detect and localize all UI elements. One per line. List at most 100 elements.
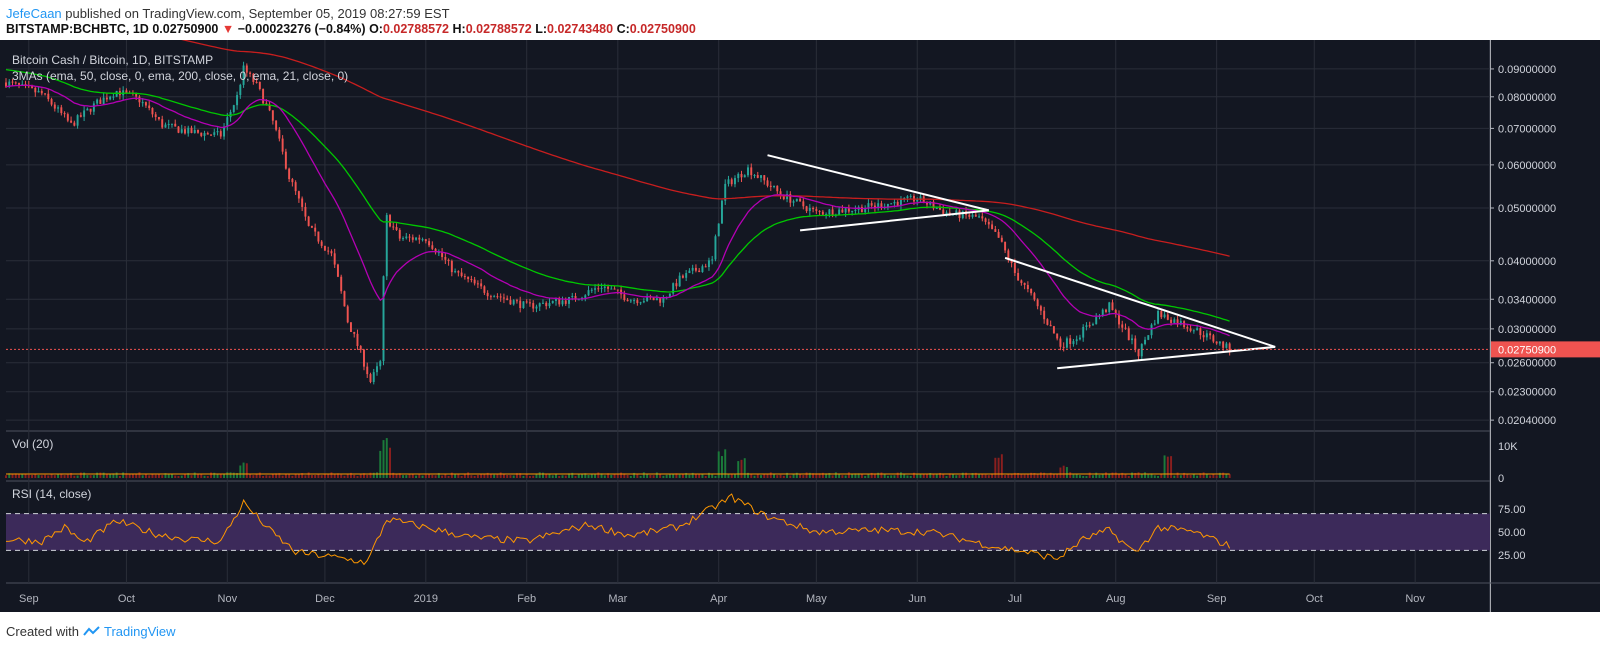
volume-bar: [1085, 476, 1088, 478]
candle-body: [906, 196, 909, 198]
volume-bar: [1222, 472, 1225, 478]
volume-bar: [685, 472, 688, 478]
volume-bar: [668, 474, 671, 478]
time-axis-label: Nov: [1405, 593, 1425, 605]
volume-bar: [727, 473, 730, 478]
candle-body: [1062, 346, 1065, 348]
volume-bar: [1157, 475, 1160, 478]
volume-bar: [457, 473, 460, 478]
candle-body: [639, 302, 642, 304]
volume-bar: [929, 473, 932, 478]
candle-body: [1017, 272, 1020, 281]
candle-body: [265, 103, 268, 105]
volume-bar: [164, 473, 167, 478]
candle-body: [600, 287, 603, 289]
volume-bar: [932, 473, 935, 478]
candle-body: [727, 179, 730, 184]
close-value: 0.02750900: [629, 22, 696, 36]
volume-bar: [629, 476, 632, 478]
volume-bar: [555, 474, 557, 478]
volume-bar: [1179, 475, 1182, 478]
volume-bar: [714, 475, 717, 478]
volume-bar: [307, 472, 310, 478]
volume-bar: [288, 473, 291, 478]
volume-bar: [402, 475, 405, 478]
candle-body: [786, 194, 789, 200]
candle-body: [314, 227, 317, 232]
time-axis-label: Oct: [118, 593, 135, 605]
volume-bar: [991, 473, 994, 478]
volume-bar: [512, 475, 515, 478]
volume-bar: [434, 475, 437, 478]
volume-bar: [603, 475, 606, 478]
candle-body: [1192, 330, 1195, 332]
volume-bar: [766, 474, 769, 478]
volume-bar: [893, 475, 896, 478]
volume-bar: [372, 472, 375, 478]
candle-body: [1160, 311, 1163, 318]
volume-bar: [665, 474, 668, 478]
candle-body: [135, 94, 138, 97]
volume-bar: [564, 475, 567, 478]
candle-body: [1205, 333, 1208, 338]
volume-bar: [447, 475, 450, 478]
candle-body: [1163, 314, 1166, 318]
candle-body: [1118, 313, 1120, 325]
chart-canvas[interactable]: Sep Oct Nov Dec 2019 Feb Mar Apr May Jun Jul Aug Sep…: [0, 40, 1600, 618]
trendline: [1057, 345, 1276, 370]
volume-bar: [1062, 465, 1065, 478]
candle-body: [57, 107, 60, 109]
candle-body: [353, 331, 356, 334]
candle-body: [44, 93, 47, 95]
volume-bar: [281, 475, 284, 478]
candle-body: [1212, 335, 1215, 342]
candle-body: [1218, 341, 1221, 344]
candle-body: [1170, 319, 1173, 323]
candle-body: [981, 216, 984, 219]
candle-body: [359, 346, 362, 350]
volume-bar: [773, 474, 776, 478]
volume-bar: [37, 475, 40, 478]
candle-body: [1134, 338, 1137, 350]
volume-bar: [779, 474, 782, 478]
rsi-band: [6, 513, 1490, 551]
published-text: published on TradingView.com, September …: [61, 6, 450, 21]
candle-body: [851, 210, 854, 212]
tradingview-link[interactable]: TradingView: [104, 624, 176, 639]
candle-body: [1046, 319, 1049, 325]
candle-body: [76, 115, 79, 126]
volume-bar: [470, 475, 473, 478]
volume-bar: [219, 474, 222, 478]
candle-body: [493, 296, 496, 298]
candle-body: [841, 209, 844, 213]
candle-body: [385, 215, 388, 277]
candle-body: [8, 81, 11, 87]
candle-body: [1007, 250, 1010, 260]
rsi-label: RSI (14, close): [12, 487, 91, 501]
candle-body: [180, 129, 183, 133]
volume-bar: [935, 474, 938, 478]
volume-bar: [229, 472, 232, 478]
candle-body: [987, 221, 990, 225]
volume-bar: [392, 472, 395, 478]
candle-body: [249, 72, 252, 74]
candle-body: [457, 271, 460, 273]
trendline: [767, 154, 990, 212]
candle-body: [213, 132, 216, 135]
volume-bar: [379, 450, 382, 478]
candle-body: [369, 374, 372, 383]
volume-bar: [1173, 475, 1176, 478]
volume-bar: [1114, 472, 1117, 478]
candle-body: [916, 199, 919, 202]
author-link[interactable]: JefeCaan: [6, 6, 62, 21]
time-axis-label: May: [806, 593, 827, 605]
volume-bar: [1059, 467, 1062, 478]
volume-bar: [223, 473, 226, 478]
price-axis-label: 0.03400000: [1498, 294, 1556, 306]
candle-body: [968, 214, 971, 217]
candle-body: [779, 191, 782, 196]
candle-body: [1127, 328, 1130, 341]
candle-body: [720, 200, 723, 224]
candle-body: [476, 283, 479, 285]
candle-body: [1004, 241, 1007, 251]
